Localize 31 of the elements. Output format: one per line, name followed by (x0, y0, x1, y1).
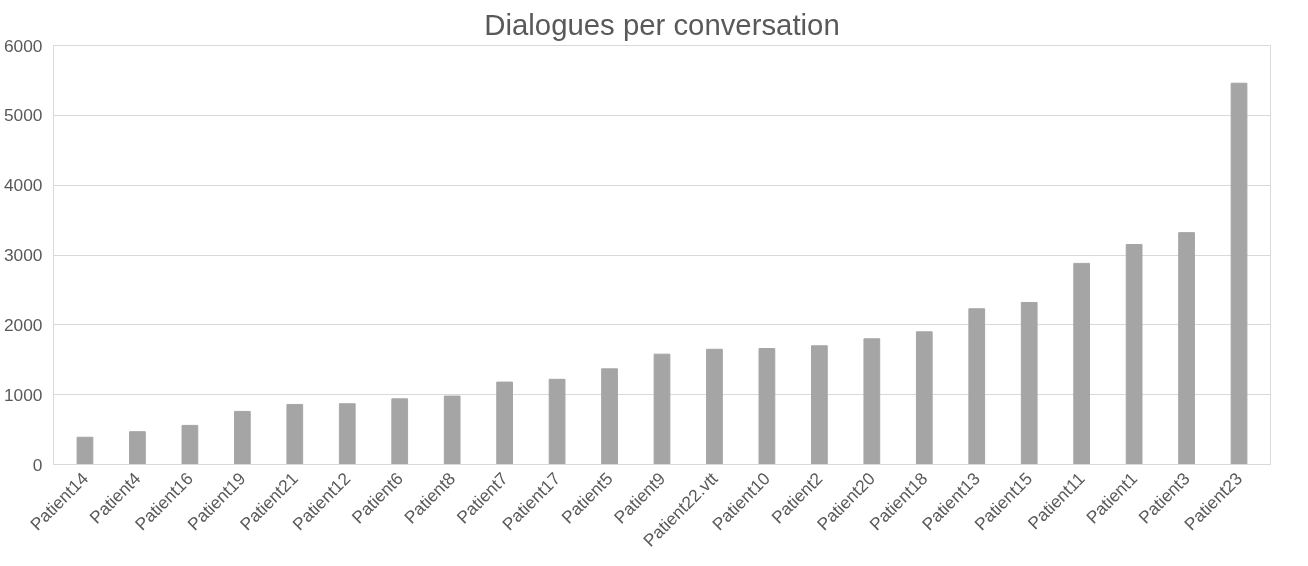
bar (286, 403, 304, 465)
y-tick-label: 4000 (3, 175, 43, 196)
bar (1020, 301, 1038, 465)
bar (1178, 232, 1195, 465)
bar (391, 398, 409, 465)
bar (129, 431, 146, 465)
bar (548, 378, 566, 465)
bar (863, 338, 881, 465)
bar (338, 403, 356, 465)
bar (758, 348, 776, 465)
bar (653, 353, 671, 465)
bar (496, 381, 513, 465)
bar (1230, 82, 1248, 465)
bar (76, 436, 94, 465)
y-tick-label: 0 (32, 454, 43, 475)
y-tick-label: 5000 (3, 105, 43, 126)
y-tick-label: 6000 (3, 35, 43, 56)
bar (811, 345, 828, 465)
y-tick-label: 2000 (3, 314, 43, 335)
bar (181, 424, 199, 465)
bar (601, 368, 618, 465)
bar (443, 395, 461, 465)
bar (233, 410, 251, 465)
y-tick-label: 1000 (3, 384, 43, 405)
bar (1073, 262, 1091, 465)
bar (1125, 244, 1143, 465)
chart-title: Dialogues per conversation (484, 7, 840, 41)
bar (915, 331, 933, 465)
y-tick-label: 3000 (3, 245, 43, 265)
bar (706, 348, 723, 465)
bar (968, 308, 986, 465)
